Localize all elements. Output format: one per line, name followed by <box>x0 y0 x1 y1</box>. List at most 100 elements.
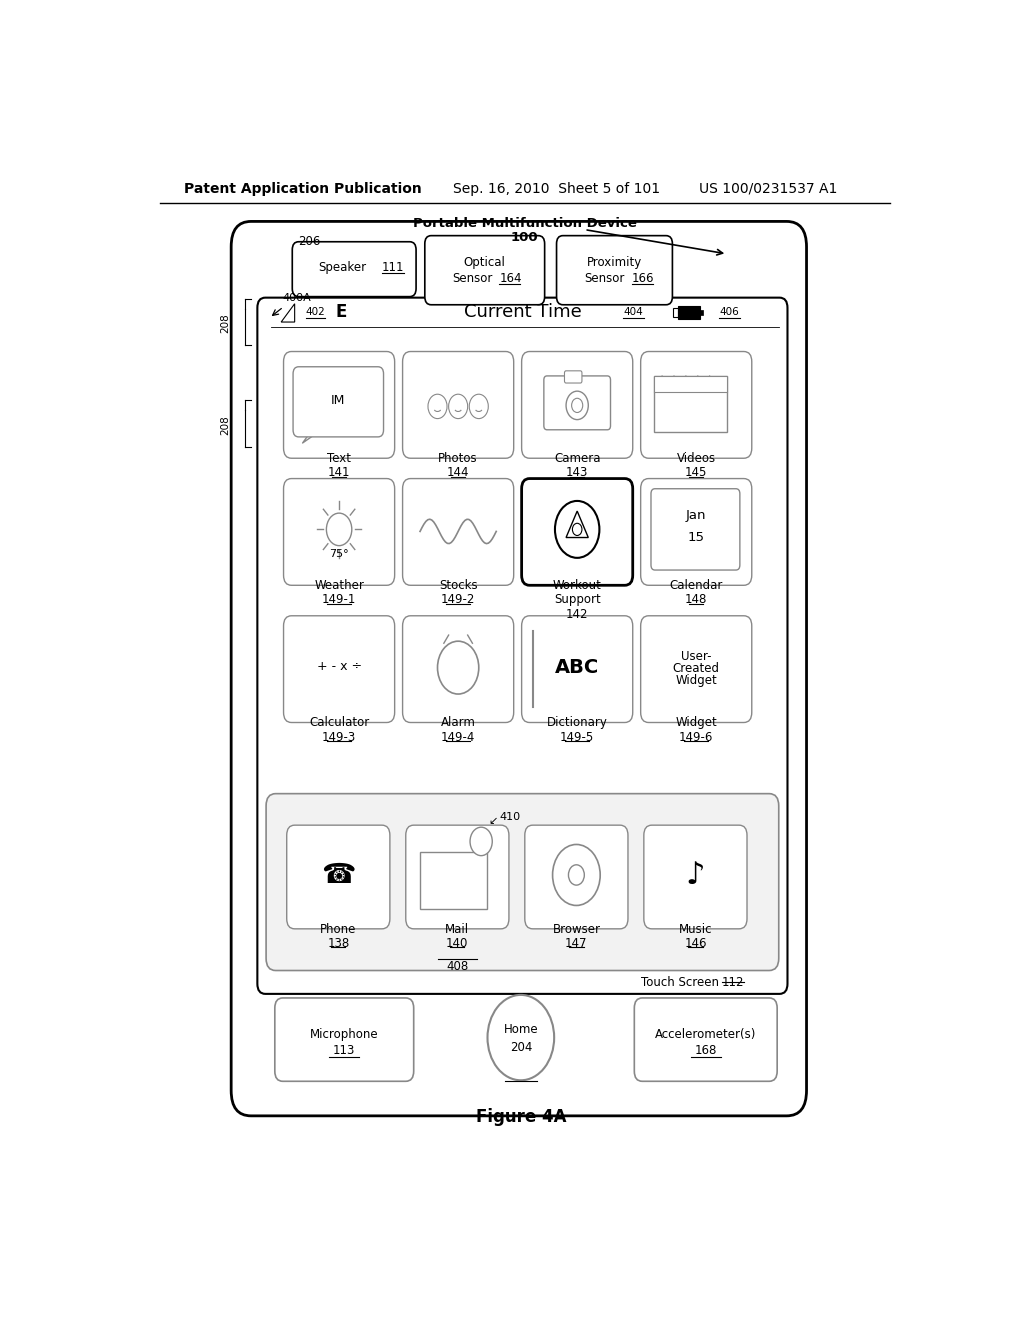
Text: 149-3: 149-3 <box>322 731 356 743</box>
FancyBboxPatch shape <box>524 825 628 929</box>
Text: 146: 146 <box>684 937 707 950</box>
Text: 400A: 400A <box>283 293 311 302</box>
Text: Widget: Widget <box>676 717 717 730</box>
FancyBboxPatch shape <box>641 351 752 458</box>
Text: 208: 208 <box>220 414 229 434</box>
Text: 6: 6 <box>478 837 484 846</box>
Bar <box>654 376 727 432</box>
Text: 113: 113 <box>333 1044 355 1057</box>
Text: Patent Application Publication: Patent Application Publication <box>183 182 421 195</box>
FancyBboxPatch shape <box>521 615 633 722</box>
Circle shape <box>449 395 468 418</box>
Circle shape <box>428 395 447 418</box>
Text: 111: 111 <box>382 260 404 273</box>
FancyBboxPatch shape <box>402 479 514 585</box>
FancyBboxPatch shape <box>544 376 610 430</box>
FancyBboxPatch shape <box>641 479 752 585</box>
Text: Alarm: Alarm <box>440 717 475 730</box>
FancyBboxPatch shape <box>641 615 752 722</box>
Circle shape <box>566 391 588 420</box>
Text: Workout: Workout <box>553 579 602 593</box>
Text: 147: 147 <box>565 937 588 950</box>
FancyBboxPatch shape <box>425 236 545 305</box>
Text: 208: 208 <box>220 313 229 333</box>
FancyBboxPatch shape <box>634 998 777 1081</box>
FancyBboxPatch shape <box>231 222 807 1115</box>
Text: Videos: Videos <box>677 453 716 465</box>
Circle shape <box>555 500 599 558</box>
Text: 404: 404 <box>624 306 643 317</box>
Text: 149-5: 149-5 <box>560 731 594 743</box>
FancyBboxPatch shape <box>557 236 673 305</box>
Text: Camera: Camera <box>554 453 600 465</box>
Circle shape <box>327 513 352 545</box>
Text: Stocks: Stocks <box>439 579 477 593</box>
Text: Proximity: Proximity <box>587 256 642 268</box>
FancyBboxPatch shape <box>521 479 633 585</box>
Text: 142: 142 <box>566 607 589 620</box>
Text: 166: 166 <box>632 272 654 285</box>
Text: US 100/0231537 A1: US 100/0231537 A1 <box>699 182 838 195</box>
Text: 140: 140 <box>446 937 469 950</box>
Text: 204: 204 <box>510 1041 532 1055</box>
Text: 148: 148 <box>685 594 708 606</box>
FancyBboxPatch shape <box>521 351 633 458</box>
Text: 149-1: 149-1 <box>322 594 356 606</box>
Text: Music: Music <box>679 923 712 936</box>
Text: ♪: ♪ <box>686 862 706 891</box>
Circle shape <box>571 399 583 413</box>
Text: Jan: Jan <box>686 508 707 521</box>
Text: Current Time: Current Time <box>464 302 582 321</box>
Text: Sensor: Sensor <box>453 272 493 285</box>
FancyBboxPatch shape <box>406 825 509 929</box>
Text: 410: 410 <box>500 812 520 822</box>
FancyBboxPatch shape <box>402 351 514 458</box>
Text: Photos: Photos <box>438 453 478 465</box>
Text: Text: Text <box>327 453 351 465</box>
Text: 75°: 75° <box>330 549 349 558</box>
FancyBboxPatch shape <box>293 367 384 437</box>
Text: 138: 138 <box>328 937 349 950</box>
Text: 402: 402 <box>306 306 326 317</box>
Circle shape <box>487 995 554 1080</box>
Text: 143: 143 <box>566 466 589 479</box>
Text: 112: 112 <box>722 975 744 989</box>
Circle shape <box>568 865 585 886</box>
Text: Sensor: Sensor <box>584 272 625 285</box>
Bar <box>678 306 700 319</box>
Text: Sep. 16, 2010  Sheet 5 of 101: Sep. 16, 2010 Sheet 5 of 101 <box>454 182 660 195</box>
FancyBboxPatch shape <box>644 825 748 929</box>
Text: + - x ÷: + - x ÷ <box>316 660 361 673</box>
FancyBboxPatch shape <box>257 297 787 994</box>
Text: IM: IM <box>331 393 345 407</box>
Text: 141: 141 <box>328 466 350 479</box>
Circle shape <box>437 642 479 694</box>
Text: 15: 15 <box>688 531 705 544</box>
Bar <box>654 376 727 392</box>
Bar <box>420 851 486 908</box>
FancyBboxPatch shape <box>287 825 390 929</box>
Text: 145: 145 <box>685 466 708 479</box>
FancyBboxPatch shape <box>651 488 740 570</box>
Text: Support: Support <box>554 594 600 606</box>
FancyBboxPatch shape <box>292 242 416 297</box>
FancyBboxPatch shape <box>274 998 414 1081</box>
Text: Portable Multifunction Device: Portable Multifunction Device <box>413 218 637 231</box>
Text: 408: 408 <box>446 961 468 973</box>
Circle shape <box>572 523 582 536</box>
Text: Touch Screen: Touch Screen <box>641 975 719 989</box>
Circle shape <box>553 845 600 906</box>
Text: Browser: Browser <box>552 923 600 936</box>
Text: Microphone: Microphone <box>309 1028 378 1041</box>
Text: Optical: Optical <box>464 256 505 268</box>
Text: Accelerometer(s): Accelerometer(s) <box>655 1028 757 1041</box>
Text: Dictionary: Dictionary <box>547 717 607 730</box>
Text: Calculator: Calculator <box>309 717 370 730</box>
Text: 149-6: 149-6 <box>679 731 714 743</box>
Text: 149-4: 149-4 <box>441 731 475 743</box>
Text: Calendar: Calendar <box>670 579 723 593</box>
Text: 206: 206 <box>299 235 321 248</box>
Text: 406: 406 <box>719 306 739 317</box>
Bar <box>673 308 678 317</box>
Circle shape <box>470 828 493 855</box>
